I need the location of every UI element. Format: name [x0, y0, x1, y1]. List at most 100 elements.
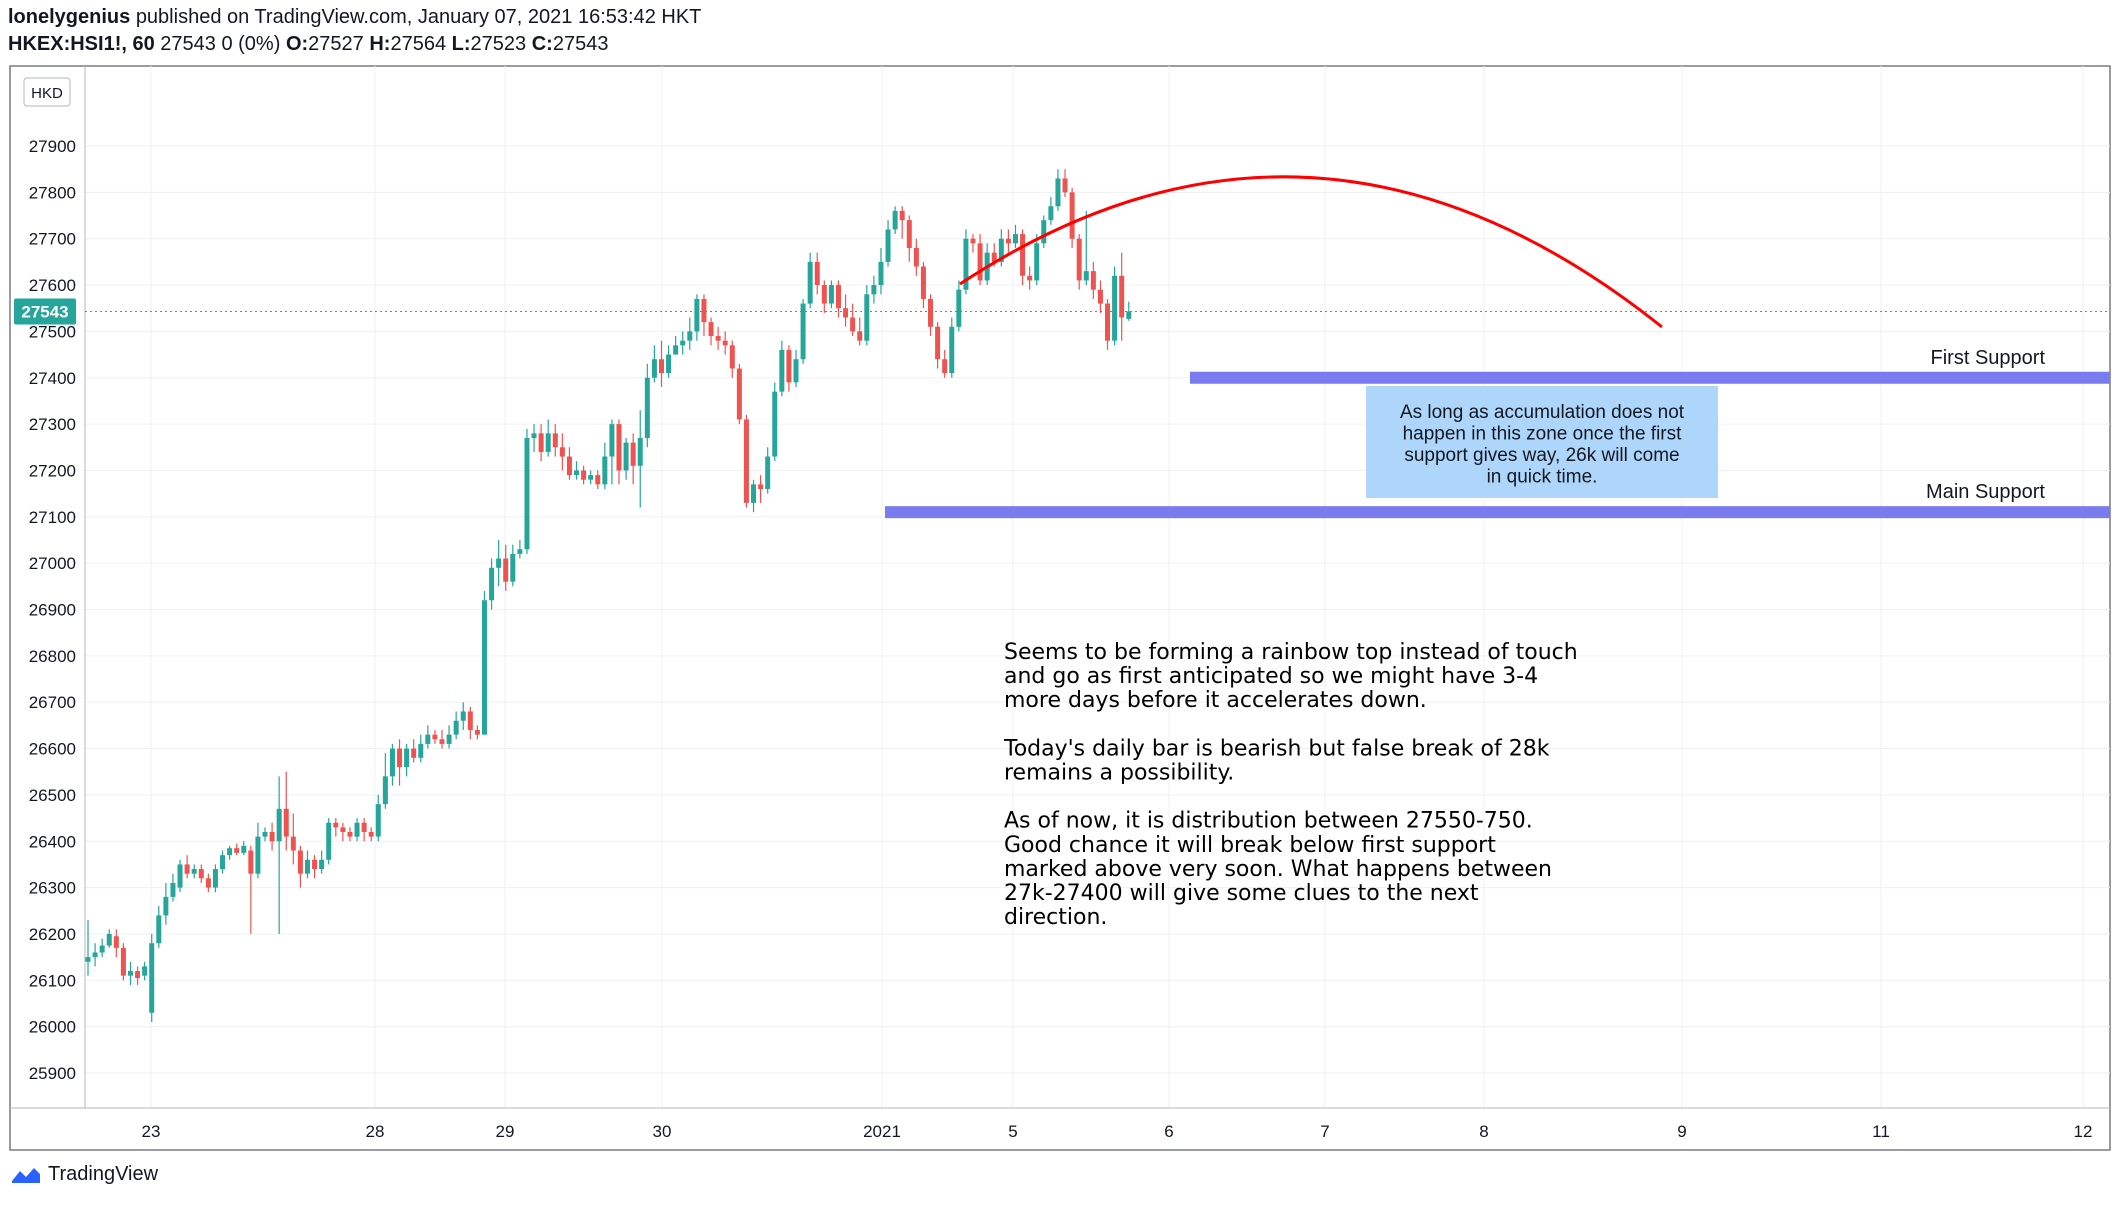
candle[interactable]	[949, 317, 955, 378]
candle[interactable]	[1126, 301, 1132, 321]
candle[interactable]	[701, 294, 707, 337]
candle[interactable]	[928, 294, 934, 337]
candle[interactable]	[751, 479, 757, 513]
candle[interactable]	[977, 234, 983, 286]
candle[interactable]	[425, 725, 431, 749]
commentary-text[interactable]: Seems to be forming a rainbow top instea…	[1003, 640, 1578, 930]
candle[interactable]	[149, 933, 155, 1023]
candle[interactable]	[729, 340, 735, 378]
candle[interactable]	[517, 539, 523, 559]
candle[interactable]	[404, 743, 410, 777]
candle[interactable]	[503, 544, 509, 591]
candle[interactable]	[899, 206, 905, 239]
candle[interactable]	[1027, 266, 1033, 290]
candle[interactable]	[1076, 234, 1082, 290]
candle[interactable]	[191, 864, 197, 879]
candle[interactable]	[651, 345, 657, 383]
candle[interactable]	[496, 539, 502, 587]
support-levels[interactable]: First Support Main Support	[885, 347, 2110, 519]
candle[interactable]	[347, 827, 353, 842]
candle[interactable]	[212, 864, 218, 893]
candle[interactable]	[963, 229, 969, 295]
candle[interactable]	[708, 317, 714, 346]
candle[interactable]	[574, 461, 580, 480]
candle[interactable]	[1062, 169, 1068, 197]
candle[interactable]	[340, 822, 346, 842]
candle[interactable]	[913, 238, 919, 276]
candle[interactable]	[481, 590, 487, 735]
candle[interactable]	[920, 261, 926, 309]
candle[interactable]	[1090, 261, 1096, 299]
candle[interactable]	[800, 298, 806, 364]
candle[interactable]	[1041, 215, 1047, 248]
time-axis[interactable]: 23 28 29 30 2021 5 6 7 8 9 11 12	[142, 1122, 2093, 1141]
rainbow-top-arc[interactable]	[959, 175, 1663, 329]
candle[interactable]	[566, 447, 572, 480]
candle[interactable]	[220, 850, 226, 874]
candle[interactable]	[814, 252, 820, 295]
candle[interactable]	[673, 336, 679, 355]
candle[interactable]	[418, 734, 424, 763]
candle[interactable]	[1034, 234, 1040, 286]
candle[interactable]	[113, 929, 119, 958]
candle[interactable]	[644, 363, 650, 448]
candle[interactable]	[524, 428, 530, 554]
candle[interactable]	[722, 331, 728, 355]
candle[interactable]	[99, 938, 105, 958]
candle[interactable]	[885, 220, 891, 267]
candle[interactable]	[892, 206, 898, 235]
candle[interactable]	[1048, 196, 1054, 225]
candle[interactable]	[312, 855, 318, 879]
candle[interactable]	[106, 929, 112, 948]
candle[interactable]	[227, 845, 233, 860]
candle[interactable]	[1020, 229, 1026, 286]
candle[interactable]	[142, 961, 148, 981]
support-band[interactable]	[1190, 371, 2110, 384]
candle[interactable]	[163, 882, 169, 925]
candle[interactable]	[850, 303, 856, 337]
candle[interactable]	[446, 725, 452, 749]
candle[interactable]	[1083, 210, 1089, 286]
candle[interactable]	[998, 229, 1004, 267]
candle[interactable]	[205, 873, 211, 893]
candle[interactable]	[432, 730, 438, 744]
candle[interactable]	[241, 841, 247, 856]
candle[interactable]	[545, 419, 551, 457]
candle[interactable]	[609, 419, 615, 485]
candle[interactable]	[510, 544, 516, 587]
candle[interactable]	[460, 702, 466, 731]
candle[interactable]	[602, 442, 608, 489]
candle[interactable]	[906, 215, 912, 262]
candle[interactable]	[835, 280, 841, 318]
author-name[interactable]: lonelygenius	[8, 6, 131, 28]
candle[interactable]	[715, 326, 721, 350]
candle[interactable]	[127, 961, 133, 985]
candle[interactable]	[177, 859, 183, 893]
candle[interactable]	[807, 252, 813, 309]
candle[interactable]	[135, 966, 141, 985]
candle[interactable]	[319, 850, 325, 874]
candle[interactable]	[297, 845, 303, 888]
candle[interactable]	[304, 850, 310, 879]
candle[interactable]	[248, 845, 254, 934]
tradingview-logo[interactable]: TradingView	[10, 1163, 158, 1186]
support-band[interactable]	[885, 506, 2110, 519]
candle[interactable]	[1097, 280, 1103, 313]
candle[interactable]	[821, 280, 827, 313]
candle[interactable]	[1105, 298, 1111, 350]
candle[interactable]	[234, 843, 240, 856]
candle[interactable]	[559, 433, 565, 471]
candle[interactable]	[368, 827, 374, 842]
candle[interactable]	[333, 818, 339, 837]
candle[interactable]	[687, 317, 693, 350]
candle[interactable]	[637, 410, 643, 508]
candle[interactable]	[92, 943, 98, 967]
candle[interactable]	[156, 906, 162, 948]
candle[interactable]	[871, 275, 877, 304]
candle[interactable]	[772, 382, 778, 462]
candle[interactable]	[283, 771, 289, 851]
candle[interactable]	[666, 345, 672, 378]
candle[interactable]	[397, 739, 403, 786]
